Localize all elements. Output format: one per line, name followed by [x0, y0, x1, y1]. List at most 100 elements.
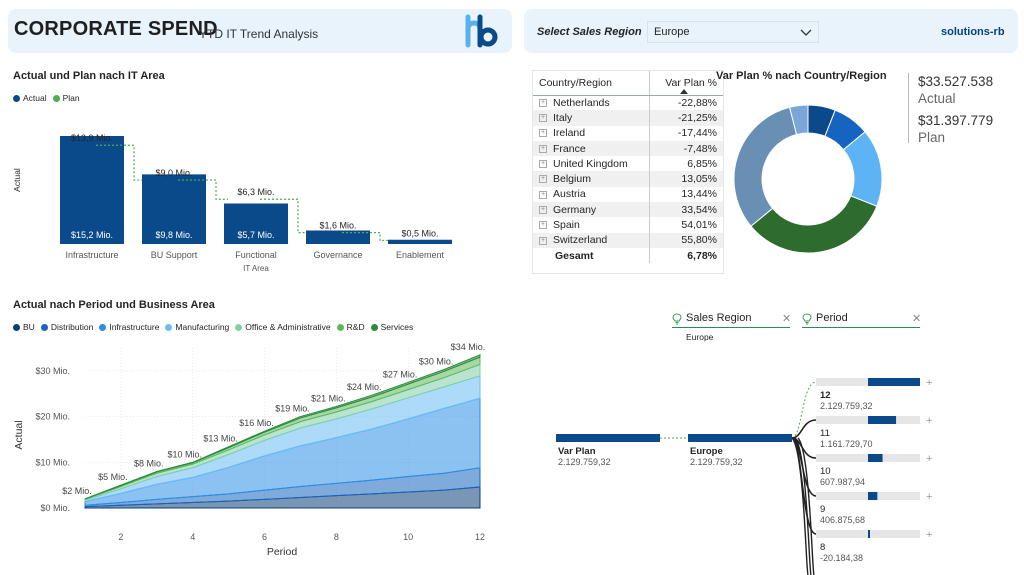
table-row[interactable]: + Netherlands -22,88% [533, 95, 723, 111]
expand-icon[interactable]: + [539, 205, 547, 214]
waterfall-bar[interactable] [60, 136, 124, 244]
x-tick-label: 2 [118, 532, 123, 542]
donut-slice[interactable] [788, 104, 809, 136]
decomp-europe-bar[interactable] [688, 434, 792, 442]
plan-connector [260, 198, 310, 234]
decomp-node-label: 8 [820, 542, 825, 553]
table-row[interactable]: + Italy -21,25% [533, 110, 723, 126]
expand-icon[interactable]: + [539, 175, 547, 184]
table-row[interactable]: + Ireland -17,44% [533, 125, 723, 141]
total-data-label: $30 Mio. [419, 356, 454, 366]
decomp-root-bar[interactable] [556, 434, 660, 442]
country-label: Germany [553, 203, 597, 216]
donut-slice[interactable] [750, 195, 878, 254]
total-data-label: $34 Mio. [451, 342, 486, 352]
table-row[interactable]: + Switzerland 55,80% [533, 232, 723, 248]
legend-item[interactable]: Infrastructure [99, 322, 159, 332]
var-plan-cell: 6,85% [648, 156, 723, 172]
lightbulb-icon [802, 313, 812, 325]
donut-chart [733, 104, 883, 254]
expand-icon[interactable]: + [539, 144, 547, 153]
country-cell: + Germany [533, 202, 650, 218]
plan-data-label: $6,3 Mio. [237, 187, 274, 197]
legend-label: BU [23, 322, 35, 332]
expand-plus-icon[interactable]: + [926, 529, 932, 541]
var-plan-cell: -7,48% [648, 140, 723, 157]
expand-plus-icon[interactable]: + [926, 453, 932, 465]
close-icon[interactable]: ✕ [782, 313, 792, 325]
expand-icon[interactable]: + [539, 190, 547, 199]
decomp-node-label: 11 [820, 428, 830, 439]
legend-item[interactable]: Services [370, 322, 413, 332]
sort-desc-icon [679, 88, 688, 94]
table-row[interactable]: + Germany 33,54% [533, 202, 723, 218]
donut-slice[interactable] [733, 106, 798, 227]
legend-label: Distribution [50, 322, 94, 332]
var-plan-cell: 13,44% [648, 186, 723, 203]
expand-icon[interactable]: + [539, 129, 547, 138]
plan-data-label: $0,5 Mio. [401, 228, 438, 238]
legend-label: R&D [346, 322, 365, 332]
decomp-node-bar[interactable] [868, 416, 897, 424]
waterfall-bar[interactable] [388, 239, 452, 244]
decomp-europe-label: Europe [690, 446, 723, 457]
decomp-level-period[interactable]: Period [816, 312, 848, 324]
waterfall-bar[interactable] [224, 203, 288, 245]
country-label: Ireland [553, 127, 586, 140]
waterfall-title: Actual und Plan nach IT Area [13, 70, 165, 82]
waterfall-legend: Actual Plan [13, 93, 80, 103]
expand-plus-icon[interactable]: + [926, 415, 932, 427]
brand-label: solutions-rb [941, 26, 1005, 38]
table-row[interactable]: + United Kingdom 6,85% [533, 156, 723, 172]
expand-icon[interactable]: + [539, 160, 547, 169]
actual-data-label: $15,2 Mio. [71, 230, 113, 240]
total-label: Gesamt [555, 249, 594, 262]
country-label: Netherlands [553, 96, 610, 109]
legend-item[interactable]: R&D [336, 322, 365, 332]
table-row[interactable]: + France -7,48% [533, 140, 723, 157]
x-axis-label: Period [267, 546, 298, 558]
decomp-connector [791, 437, 809, 575]
region-slicer-label: Select Sales Region [537, 26, 642, 38]
expand-icon[interactable]: + [539, 99, 547, 108]
waterfall-bar[interactable] [306, 230, 370, 245]
expand-icon[interactable]: + [539, 114, 547, 123]
page-title: CORPORATE SPEND [14, 18, 218, 40]
decomp-node-value: -20.184,38 [820, 553, 863, 563]
country-cell: + Italy [533, 110, 650, 126]
country-label: United Kingdom [553, 157, 628, 170]
decomp-node-bar[interactable] [868, 492, 878, 500]
decomp-node-bar[interactable] [868, 530, 870, 538]
table-row[interactable]: + Belgium 13,05% [533, 171, 723, 187]
expand-icon[interactable]: + [539, 221, 547, 230]
country-cell: + France [533, 140, 650, 157]
decomp-node-bar[interactable] [868, 378, 920, 386]
decomp-root-value: 2.129.759,32 [558, 457, 611, 467]
country-cell: + United Kingdom [533, 156, 649, 171]
area-series[interactable] [84, 354, 481, 500]
legend-item[interactable]: Office & Administrative [235, 322, 331, 332]
total-data-label: $5 Mio. [98, 472, 128, 482]
col-header-country[interactable]: Country/Region [533, 71, 650, 96]
legend-item[interactable]: Manufacturing [165, 322, 229, 332]
expand-plus-icon[interactable]: + [926, 491, 932, 503]
expand-plus-icon[interactable]: + [926, 377, 932, 389]
col-header-var-plan[interactable]: Var Plan % [648, 71, 723, 96]
legend-item-plan[interactable]: Plan [52, 93, 80, 103]
table-row[interactable]: + Spain 54,01% [533, 217, 723, 233]
expand-icon[interactable]: + [539, 236, 547, 245]
table-row[interactable]: + Austria 13,44% [533, 186, 723, 203]
legend-item[interactable]: BU [13, 322, 35, 332]
legend-item[interactable]: Distribution [40, 322, 94, 332]
country-label: Italy [553, 111, 573, 124]
plan-connector [342, 232, 392, 242]
decomp-level-sales-region[interactable]: Sales Region [686, 312, 752, 324]
decomp-node-bar[interactable] [868, 454, 883, 462]
category-label: IT Area [243, 264, 269, 273]
category-label: Governance [313, 250, 362, 260]
waterfall-bar[interactable] [142, 174, 206, 244]
region-dropdown[interactable]: Europe [647, 21, 819, 43]
legend-item-actual[interactable]: Actual [13, 93, 47, 103]
chevron-down-icon [800, 29, 812, 36]
close-icon[interactable]: ✕ [912, 313, 922, 325]
